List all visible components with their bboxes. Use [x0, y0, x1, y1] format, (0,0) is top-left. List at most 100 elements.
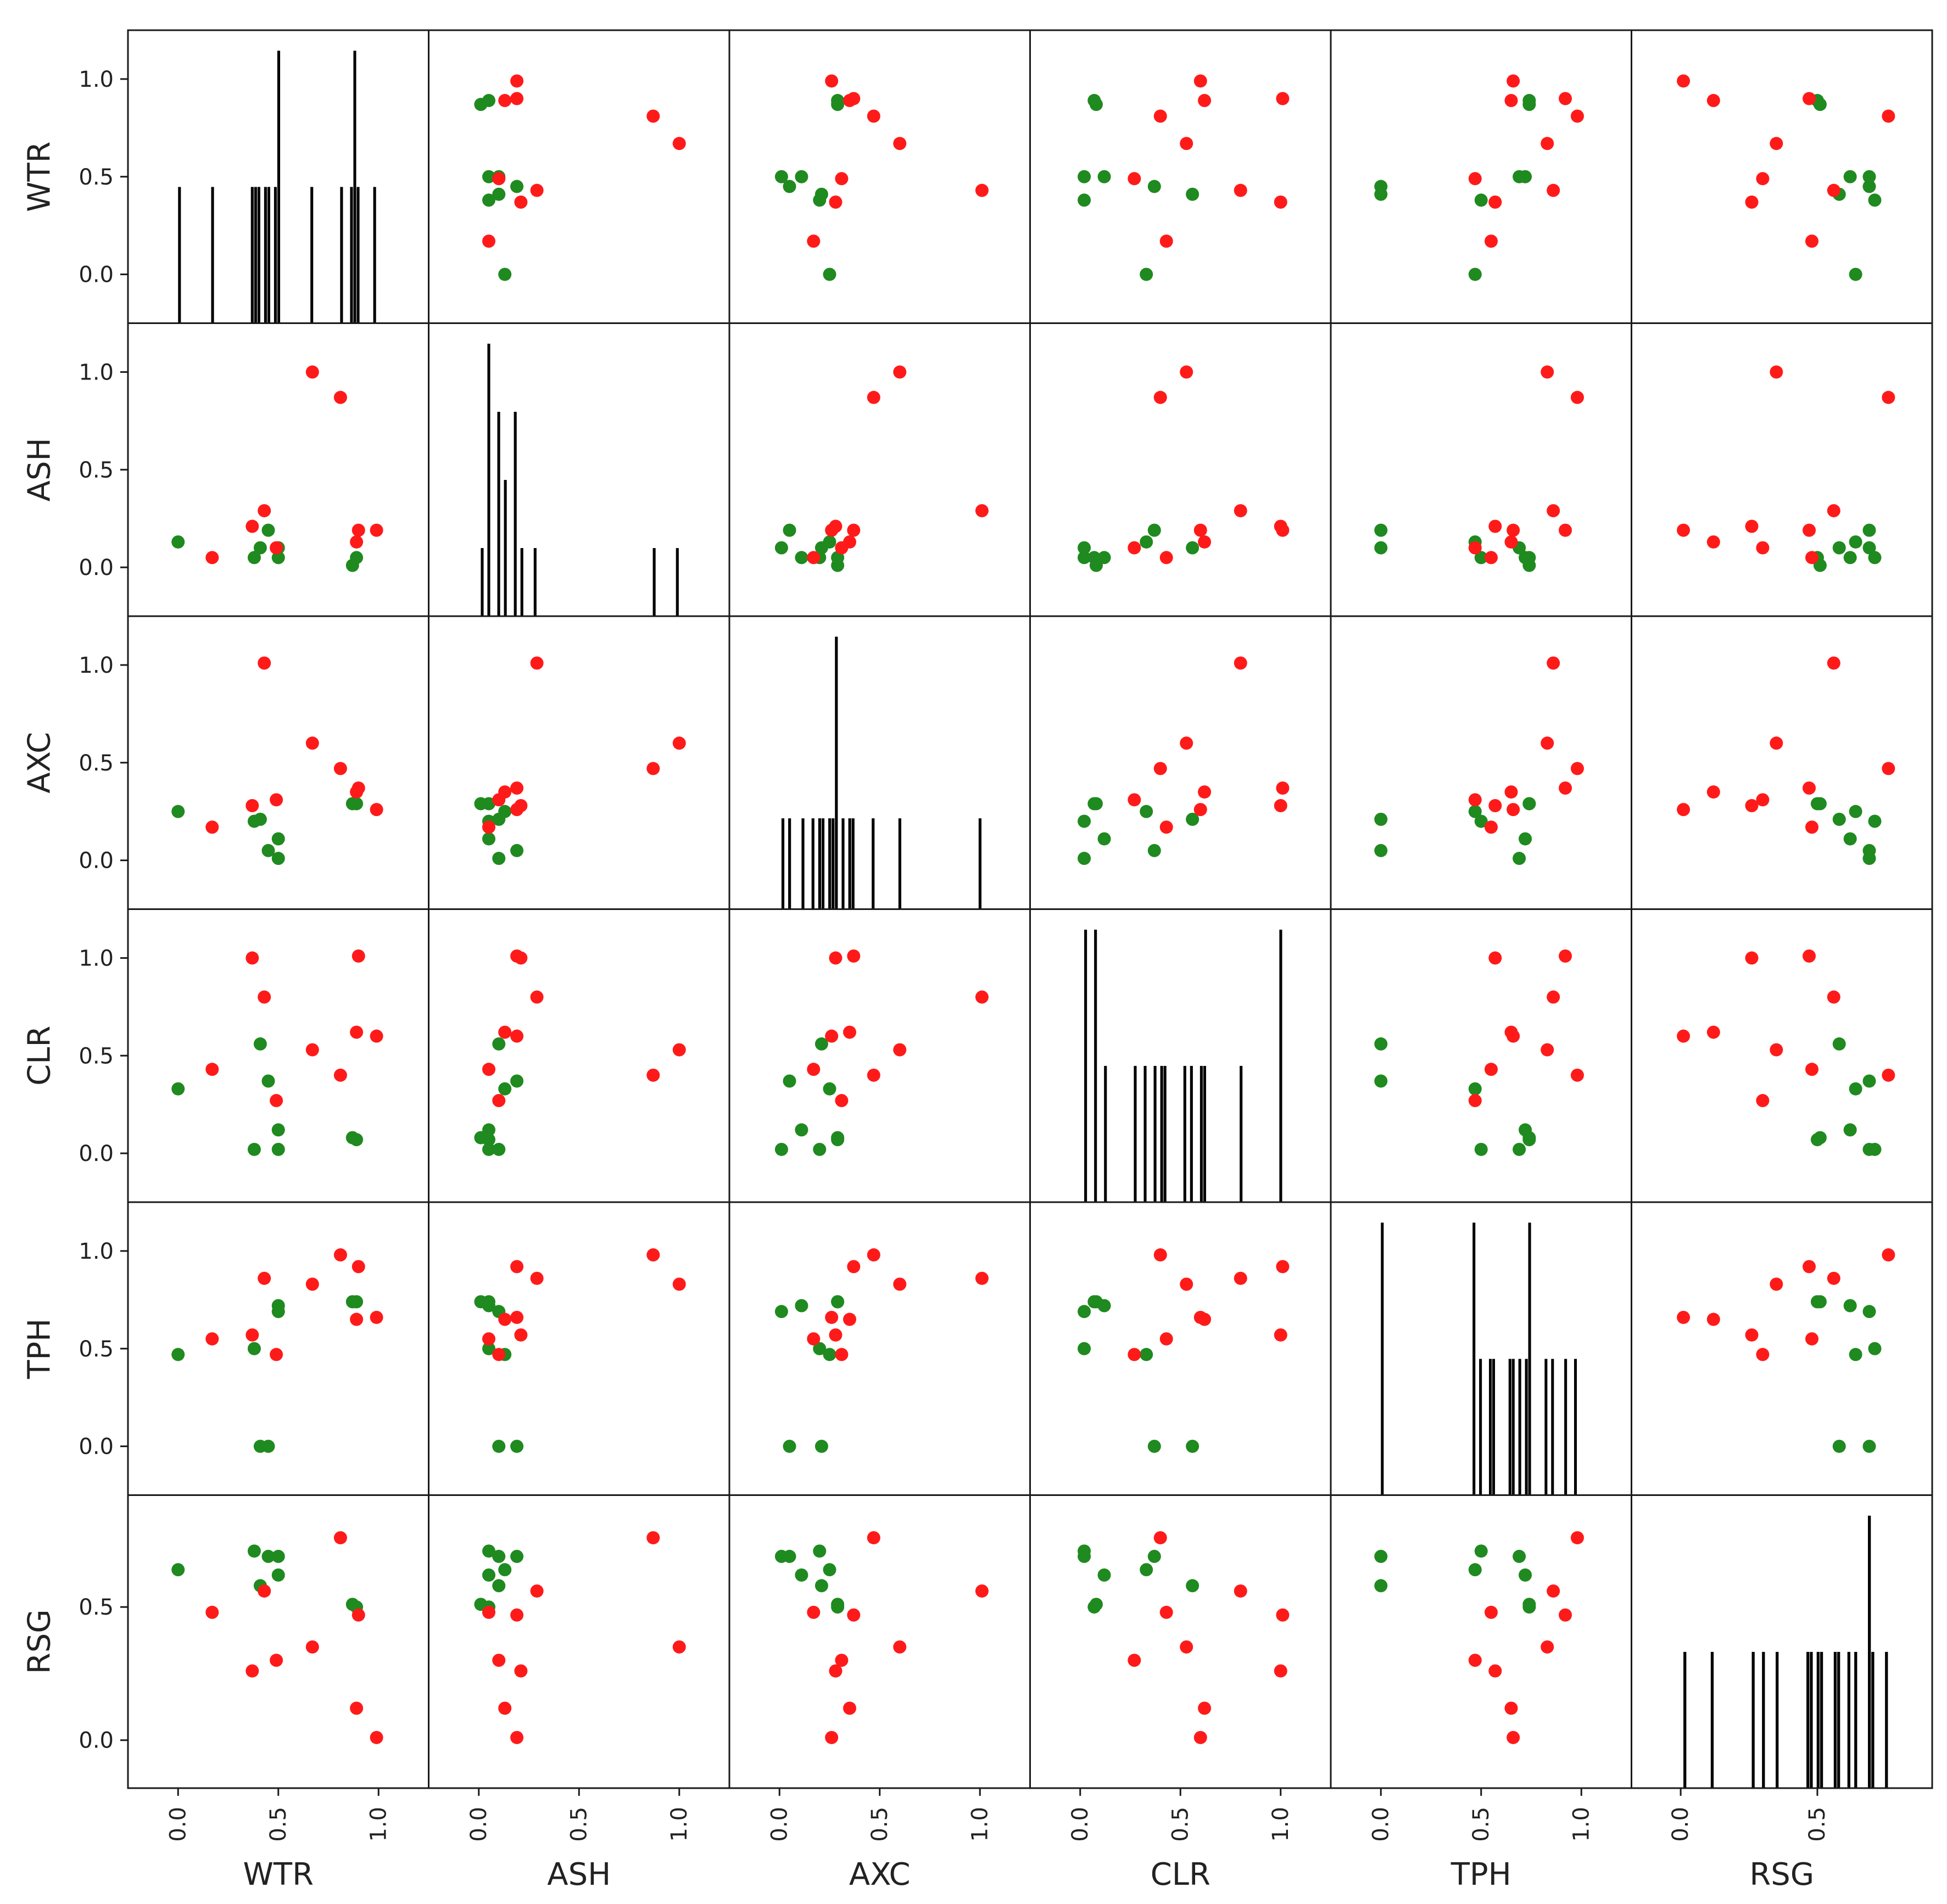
point-clr-rsg-16 — [1677, 1029, 1691, 1043]
point-axc-clr-5 — [1078, 852, 1091, 866]
point-rsg-ash-14 — [498, 1701, 512, 1715]
point-ash-clr-2 — [1186, 541, 1200, 555]
x-axis-title-ash: ASH — [547, 1857, 611, 1892]
point-axc-wtr-10 — [258, 656, 271, 670]
point-wtr-ash-4 — [482, 170, 495, 183]
x-axis-title-wtr: WTR — [243, 1857, 314, 1892]
point-clr-tph-2 — [1374, 1037, 1388, 1051]
point-clr-tph-11 — [1468, 1094, 1482, 1108]
point-clr-wtr-13 — [333, 1068, 347, 1082]
point-wtr-tph-8 — [1485, 234, 1498, 248]
point-wtr-ash-10 — [530, 183, 544, 197]
point-ash-clr-12 — [1180, 365, 1193, 379]
point-wtr-axc-11 — [835, 172, 849, 186]
point-wtr-tph-3 — [1374, 180, 1388, 193]
point-clr-tph-12 — [1541, 1043, 1554, 1057]
point-rsg-tph-2 — [1374, 1579, 1388, 1593]
point-axc-tph-13 — [1570, 762, 1584, 775]
point-tph-axc-3 — [783, 1439, 796, 1453]
point-tph-axc-1 — [813, 1342, 827, 1355]
point-axc-clr-15 — [1276, 781, 1290, 795]
point-axc-tph-2 — [1374, 812, 1388, 826]
point-wtr-rsg-8 — [1805, 234, 1818, 248]
point-clr-ash-11 — [492, 1094, 506, 1108]
point-tph-rsg-16 — [1677, 1310, 1691, 1324]
hist-bar-axc-21 — [851, 818, 855, 909]
point-clr-wtr-14 — [350, 1025, 364, 1039]
y-tick-label-ash: 0.0 — [79, 555, 114, 580]
hist-bar-rsg-50 — [1854, 1651, 1857, 1788]
point-rsg-clr-9 — [1274, 1664, 1287, 1678]
point-rsg-wtr-10 — [258, 1584, 271, 1598]
point-tph-wtr-1 — [247, 1342, 261, 1355]
point-tph-clr-5 — [1078, 1305, 1091, 1319]
point-ash-wtr-11 — [270, 541, 283, 555]
cell-rsg-clr — [1029, 1494, 1332, 1789]
hist-bar-wtr-30 — [277, 51, 281, 323]
hist-bar-tph-40 — [1511, 1359, 1515, 1495]
point-tph-rsg-9 — [1745, 1328, 1759, 1342]
point-ash-clr-3 — [1147, 523, 1161, 537]
point-wtr-rsg-4 — [1843, 170, 1857, 183]
matrix-cells: 0.0 0.5 1.0 WTR 0.0 0.5 1.0 ASH 0.0 0.5 1.0 AXC 0.0 0… — [22, 29, 1933, 1892]
point-ash-rsg-3 — [1862, 523, 1876, 537]
point-axc-clr-2 — [1186, 812, 1200, 826]
y-tick-label-rsg: 0.5 — [79, 1595, 114, 1620]
hist-bar-rsg-44 — [1833, 1651, 1837, 1788]
point-axc-rsg-2 — [1832, 812, 1846, 826]
hist-bar-axc-6 — [801, 818, 805, 909]
point-ash-tph-1 — [1474, 551, 1488, 565]
point-wtr-tph-12 — [1541, 137, 1554, 150]
x-tick-label-tph: 0.0 — [1368, 1807, 1393, 1842]
point-ash-tph-9 — [1488, 520, 1502, 533]
point-ash-rsg-11 — [1756, 541, 1770, 555]
cell-ash-ash — [428, 322, 730, 617]
y-tick-label-axc: 0.0 — [79, 848, 114, 874]
point-axc-wtr-11 — [270, 793, 283, 807]
point-ash-rsg-14 — [1706, 535, 1720, 549]
point-axc-clr-9 — [1274, 799, 1287, 812]
cell-clr-clr — [1029, 908, 1332, 1203]
point-rsg-ash-3 — [510, 1550, 524, 1564]
point-ash-clr-8 — [1159, 551, 1173, 565]
point-ash-clr-14 — [1198, 535, 1212, 549]
x-axis-title-clr: CLR — [1151, 1857, 1210, 1892]
point-axc-tph-8 — [1485, 820, 1498, 834]
point-ash-clr-16 — [1193, 523, 1207, 537]
y-tick-label-wtr: 1.0 — [79, 67, 114, 92]
point-ash-wtr-1 — [247, 551, 261, 565]
point-axc-rsg-8 — [1805, 820, 1818, 834]
point-clr-axc-2 — [814, 1037, 828, 1051]
point-tph-rsg-10 — [1827, 1271, 1840, 1285]
point-rsg-ash-13 — [646, 1531, 660, 1545]
point-rsg-clr-8 — [1159, 1605, 1173, 1619]
x-tick-label-rsg: 0.0 — [1668, 1807, 1693, 1842]
point-tph-axc-10 — [975, 1271, 989, 1285]
point-tph-ash-11 — [492, 1348, 506, 1361]
point-clr-rsg-7 — [1810, 1133, 1824, 1147]
point-axc-clr-3 — [1147, 844, 1161, 857]
point-axc-rsg-5 — [1862, 852, 1876, 866]
point-wtr-ash-7 — [482, 94, 495, 108]
point-tph-rsg-0 — [1849, 1348, 1862, 1361]
point-tph-rsg-11 — [1756, 1348, 1770, 1361]
hist-bar-wtr-22 — [250, 187, 254, 323]
hist-bar-clr-24 — [1163, 1065, 1167, 1202]
point-clr-tph-0 — [1468, 1082, 1482, 1096]
point-axc-ash-8 — [482, 820, 495, 834]
point-wtr-clr-8 — [1159, 234, 1173, 248]
point-axc-clr-16 — [1193, 803, 1207, 817]
point-tph-clr-7 — [1087, 1295, 1101, 1309]
point-clr-tph-10 — [1547, 990, 1560, 1004]
hist-bar-rsg-55 — [1871, 1651, 1875, 1788]
hist-bar-wtr-10 — [211, 187, 214, 323]
point-clr-wtr-16 — [370, 1029, 383, 1043]
x-axis-title-tph: TPH — [1451, 1857, 1511, 1892]
point-rsg-axc-13 — [867, 1531, 880, 1545]
point-tph-axc-11 — [835, 1348, 849, 1361]
point-clr-wtr-0 — [171, 1082, 185, 1096]
point-axc-clr-4 — [1097, 832, 1111, 846]
point-ash-rsg-15 — [1803, 523, 1816, 537]
point-ash-axc-12 — [893, 365, 907, 379]
point-clr-tph-9 — [1488, 951, 1502, 965]
